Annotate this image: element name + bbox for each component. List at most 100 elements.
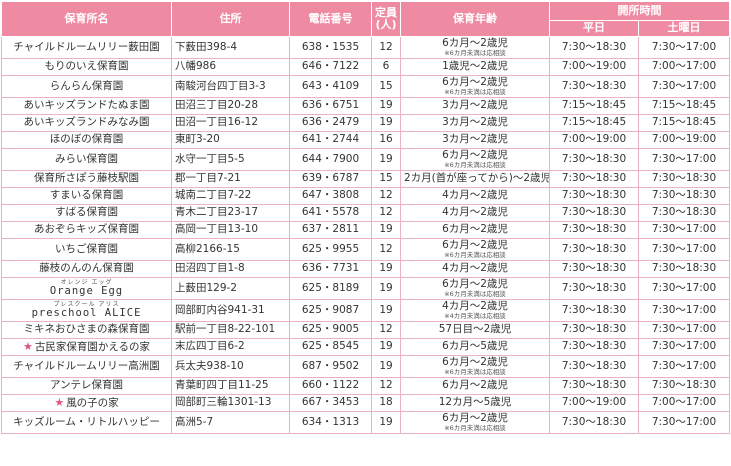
saturday-hours-cell: 7:30～17:00 — [638, 411, 730, 434]
age-range: 12カ月～5歳児 — [438, 396, 512, 409]
age-cell: 6カ月～2歳児 ※6カ月未満は応相談 — [400, 411, 550, 434]
age-cell: 6カ月～5歳児 — [400, 338, 550, 356]
nursery-name-cell: ミキネおひさまの森保育園 — [1, 321, 172, 339]
capacity-cell: 19 — [371, 299, 401, 322]
capacity-cell: 18 — [371, 394, 401, 412]
table-row: キッズルーム・リトルハッピー 高洲5-7 634・1313 19 6カ月～2歳児 ※6カ月… — [1, 411, 730, 434]
weekday-hours-cell: 7:30～18:30 — [549, 321, 639, 339]
header-hours: 開所時間 — [549, 1, 730, 21]
nursery-name: すまいる保育園 — [49, 189, 124, 202]
capacity-cell: 19 — [371, 221, 401, 239]
header-capacity: 定員 (人) — [371, 1, 401, 37]
nursery-name-cell: キッズルーム・リトルハッピー — [1, 411, 172, 434]
age-note: ※6カ月未満は応相談 — [444, 160, 506, 169]
age-range: 6カ月～2歳児 — [442, 379, 508, 392]
weekday-hours-cell: 7:30～18:30 — [549, 148, 639, 171]
nursery-name: Orange Egg — [49, 284, 124, 297]
saturday-hours-cell: 7:30～17:00 — [638, 36, 730, 59]
age-range: 6カ月～2歳児 — [442, 412, 508, 425]
capacity-cell: 19 — [371, 114, 401, 132]
age-range: 4カ月～2歳児 — [442, 189, 508, 202]
weekday-hours-cell: 7:30～18:30 — [549, 238, 639, 261]
saturday-hours-cell: 7:00～17:00 — [638, 58, 730, 76]
phone-cell: 647・3808 — [289, 187, 372, 205]
saturday-hours-cell: 7:30～17:00 — [638, 321, 730, 339]
weekday-hours-cell: 7:30～18:30 — [549, 411, 639, 434]
phone-cell: 639・6787 — [289, 170, 372, 188]
header-capacity-top: 定員 — [375, 5, 397, 19]
phone-cell: 625・8545 — [289, 338, 372, 356]
saturday-hours-cell: 7:30～17:00 — [638, 221, 730, 239]
age-cell: 3カ月～2歳児 — [400, 131, 550, 149]
age-note: ※6カ月未満は応相談 — [444, 289, 506, 298]
capacity-cell: 12 — [371, 377, 401, 395]
table-row: オレンジ エッグ Orange Egg 上薮田129-2 625・8189 19 6カ月～… — [1, 277, 730, 300]
address-cell: 郡一丁目7-21 — [171, 170, 290, 188]
capacity-cell: 19 — [371, 97, 401, 115]
phone-cell: 634・1313 — [289, 411, 372, 434]
nursery-name-cell: あいキッズランドたぬま園 — [1, 97, 172, 115]
address-cell: 青葉町四丁目11-25 — [171, 377, 290, 395]
age-range: 6カ月～2歳児 — [442, 223, 508, 236]
nursery-name-cell: チャイルドルームリリー薮田園 — [1, 36, 172, 59]
phone-cell: 625・9005 — [289, 321, 372, 339]
address-cell: 田沼三丁目20-28 — [171, 97, 290, 115]
table-row: いちご保育園 高柳2166-15 625・9955 12 6カ月～2歳児 ※6カ月未満は応… — [1, 238, 730, 261]
table-row: ★ 古民家保育園かえるの家 末広四丁目6-2 625・8545 19 6カ月～5歳児 7:3… — [1, 338, 730, 356]
age-cell: 4カ月～2歳児 — [400, 187, 550, 205]
nursery-name-cell: みらい保育園 — [1, 148, 172, 171]
weekday-hours-cell: 7:30～18:30 — [549, 221, 639, 239]
saturday-hours-cell: 7:15～18:45 — [638, 97, 730, 115]
age-range: 1歳児～2歳児 — [442, 60, 508, 73]
saturday-hours-cell: 7:30～17:00 — [638, 238, 730, 261]
star-icon: ★ — [22, 339, 33, 353]
address-cell: 八幡986 — [171, 58, 290, 76]
table-row: ミキネおひさまの森保育園 駅前一丁目8-22-101 625・9005 12 57日目～… — [1, 321, 730, 339]
nursery-name: いちご保育園 — [55, 242, 118, 255]
capacity-cell: 15 — [371, 170, 401, 188]
nursery-name: あおぞらキッズ保育園 — [34, 223, 139, 236]
star-icon: ★ — [54, 395, 65, 409]
header-capacity-bottom: (人) — [375, 18, 397, 31]
weekday-hours-cell: 7:30～18:30 — [549, 204, 639, 222]
nursery-name-cell: あおぞらキッズ保育園 — [1, 221, 172, 239]
phone-cell: 625・8189 — [289, 277, 372, 300]
age-cell: 2カ月(首が座ってから)～2歳児 — [400, 170, 550, 188]
weekday-hours-cell: 7:30～18:30 — [549, 260, 639, 278]
nursery-table: 保育所名 住所 電話番号 定員 (人) 保育年齢 開所時間 平日 土曜日 チャイ… — [1, 1, 730, 434]
saturday-hours-cell: 7:30～17:00 — [638, 277, 730, 300]
nursery-name: チャイルドルームリリー薮田園 — [13, 40, 160, 53]
age-cell: 6カ月～2歳児 ※6カ月未満は応相談 — [400, 148, 550, 171]
header-weekday: 平日 — [549, 20, 639, 37]
age-cell: 6カ月～2歳児 ※6カ月未満は応相談 — [400, 238, 550, 261]
capacity-cell: 12 — [371, 204, 401, 222]
phone-cell: 644・7900 — [289, 148, 372, 171]
nursery-name-cell: 保育所さぽう藤枝駅園 — [1, 170, 172, 188]
weekday-hours-cell: 7:30～18:30 — [549, 338, 639, 356]
weekday-hours-cell: 7:00～19:00 — [549, 394, 639, 412]
capacity-cell: 6 — [371, 58, 401, 76]
age-cell: 4カ月～2歳児 — [400, 260, 550, 278]
age-note: ※6カ月未満は応相談 — [444, 48, 506, 57]
table-body: チャイルドルームリリー薮田園 下薮田398-4 638・1535 12 6カ月～2歳児 ※… — [1, 36, 730, 434]
age-note: ※4カ月未満は応相談 — [444, 311, 506, 320]
nursery-name: あいキッズランドたぬま園 — [23, 99, 150, 112]
capacity-cell: 12 — [371, 321, 401, 339]
nursery-name: 古民家保育園かえるの家 — [34, 340, 151, 353]
age-range: 6カ月～2歳児 — [442, 76, 508, 89]
address-cell: 駅前一丁目8-22-101 — [171, 321, 290, 339]
nursery-name: チャイルドルームリリー高洲園 — [13, 359, 160, 372]
capacity-cell: 12 — [371, 36, 401, 59]
nursery-name: キッズルーム・リトルハッピー — [13, 415, 160, 428]
capacity-cell: 19 — [371, 260, 401, 278]
weekday-hours-cell: 7:30～18:30 — [549, 187, 639, 205]
phone-cell: 641・2744 — [289, 131, 372, 149]
age-cell: 4カ月～2歳児 — [400, 204, 550, 222]
age-cell: 6カ月～2歳児 — [400, 221, 550, 239]
header-address: 住所 — [171, 1, 290, 37]
age-range: 4カ月～2歳児 — [442, 300, 508, 313]
nursery-name-cell: らんらん保育園 — [1, 75, 172, 98]
nursery-name-cell: アンテレ保育園 — [1, 377, 172, 395]
capacity-cell: 12 — [371, 238, 401, 261]
age-cell: 6カ月～2歳児 ※6カ月未満は応相談 — [400, 75, 550, 98]
